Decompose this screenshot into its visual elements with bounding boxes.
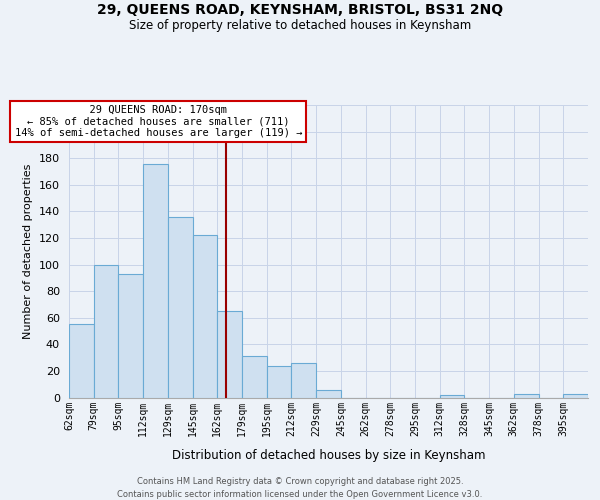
Bar <box>316 390 341 398</box>
Bar <box>514 394 539 398</box>
Bar <box>217 311 242 398</box>
Bar <box>267 366 292 398</box>
Bar <box>440 395 464 398</box>
Text: 29 QUEENS ROAD: 170sqm  
← 85% of detached houses are smaller (711)
14% of semi-: 29 QUEENS ROAD: 170sqm ← 85% of detached… <box>14 105 302 138</box>
Bar <box>563 394 588 398</box>
Bar <box>242 356 267 398</box>
Bar <box>292 363 316 398</box>
Bar <box>94 264 118 398</box>
Text: Size of property relative to detached houses in Keynsham: Size of property relative to detached ho… <box>129 18 471 32</box>
Text: 29, QUEENS ROAD, KEYNSHAM, BRISTOL, BS31 2NQ: 29, QUEENS ROAD, KEYNSHAM, BRISTOL, BS31… <box>97 2 503 16</box>
Text: Distribution of detached houses by size in Keynsham: Distribution of detached houses by size … <box>172 450 485 462</box>
Bar <box>168 216 193 398</box>
Bar <box>118 274 143 398</box>
Y-axis label: Number of detached properties: Number of detached properties <box>23 164 33 339</box>
Bar <box>143 164 168 398</box>
Bar <box>193 236 217 398</box>
Bar <box>69 324 94 398</box>
Text: Contains HM Land Registry data © Crown copyright and database right 2025.
Contai: Contains HM Land Registry data © Crown c… <box>118 477 482 499</box>
